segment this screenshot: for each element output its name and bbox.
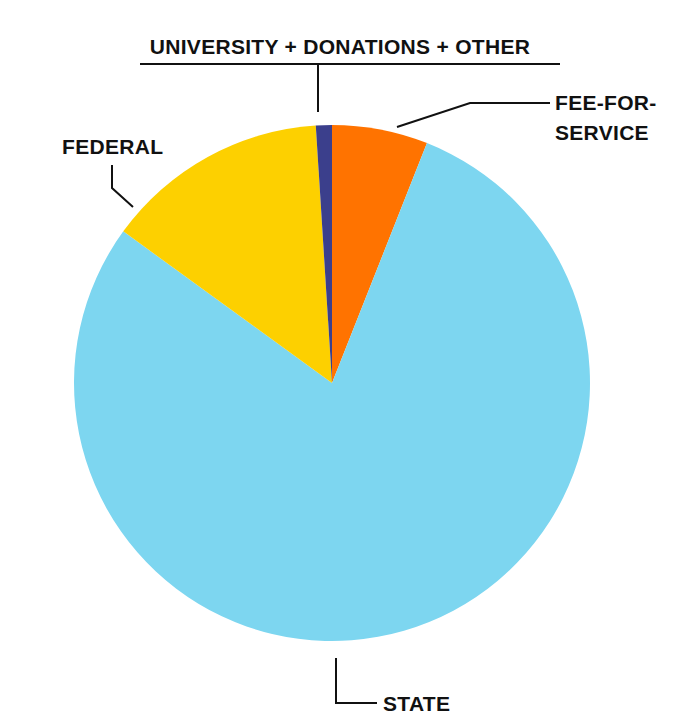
pie-slice [123,126,332,383]
slice-label: FEDERAL [62,132,262,162]
pie-slice [316,125,332,383]
slices [74,125,590,641]
leader-line [112,165,133,207]
slice-label: STATE [383,689,583,719]
slice-label: FEE-FOR-SERVICE [555,88,667,148]
leader-line [336,658,377,703]
leader-line [397,103,550,127]
chart-container: FEE-FOR-SERVICE STATE FEDERAL UNIVERSITY + … [0,0,700,726]
label-underline [140,63,560,65]
slice-label: UNIVERSITY + DONATIONS + OTHER [90,32,590,62]
leader-line [317,64,319,112]
